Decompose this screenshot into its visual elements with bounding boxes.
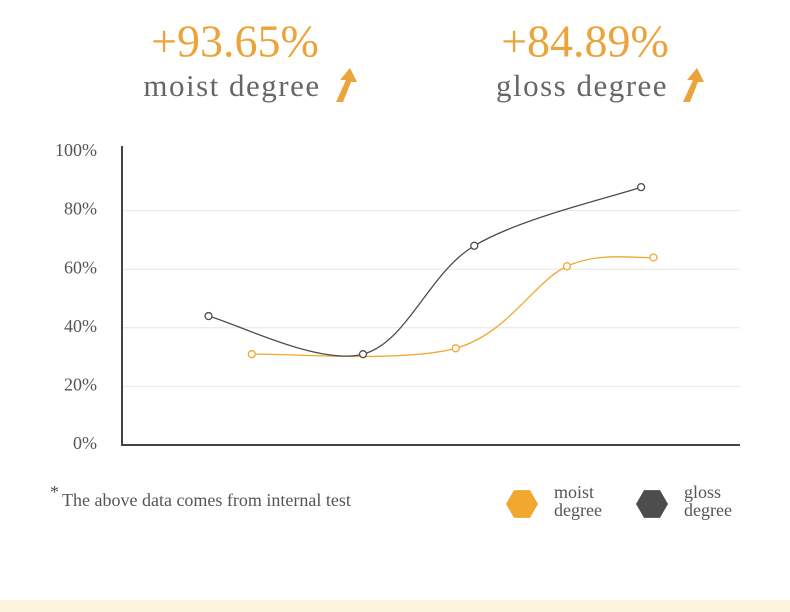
legend-label: gloss degree — [684, 482, 732, 520]
bottom-strip — [0, 600, 790, 612]
data-point — [358, 350, 368, 359]
legend-swatch — [506, 490, 538, 518]
footnote-mark: * — [50, 482, 59, 502]
up-arrow — [336, 68, 357, 102]
footnote: The above data comes from internal test — [62, 490, 351, 510]
data-point — [649, 253, 658, 262]
data-point — [470, 241, 479, 250]
y-tick-label: 20% — [64, 375, 97, 395]
y-tick-label: 0% — [73, 433, 97, 453]
headline-label: gloss degree — [496, 68, 668, 103]
headline-label: moist degree — [143, 68, 320, 103]
up-arrow — [683, 68, 704, 102]
y-tick-label: 80% — [64, 199, 97, 219]
legend-label: moist degree — [554, 482, 602, 520]
series-line — [208, 186, 642, 357]
y-tick-label: 40% — [64, 316, 97, 336]
data-point — [247, 350, 256, 359]
y-tick-label: 60% — [64, 257, 97, 277]
data-point — [562, 262, 572, 271]
data-point — [636, 183, 646, 192]
headline-value: +84.89% — [501, 16, 669, 67]
data-point — [451, 344, 460, 353]
y-tick-label: 100% — [55, 140, 97, 160]
headline-value: +93.65% — [151, 16, 319, 67]
series-line — [251, 256, 654, 358]
legend-swatch — [636, 490, 668, 518]
data-point — [204, 311, 213, 321]
